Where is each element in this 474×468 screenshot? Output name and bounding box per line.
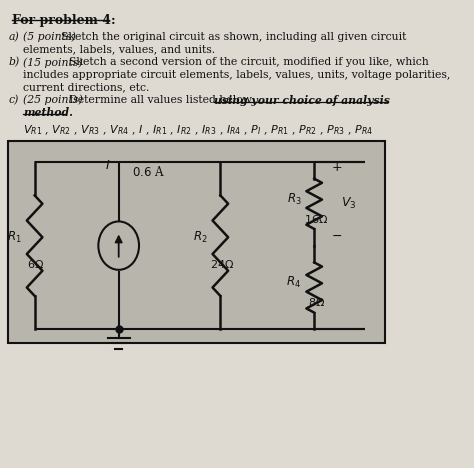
Text: method.: method. (23, 108, 73, 118)
Text: includes appropriate circuit elements, labels, values, units, voltage polarities: includes appropriate circuit elements, l… (23, 70, 450, 80)
Text: $16\Omega$: $16\Omega$ (304, 212, 328, 225)
Text: $R_1$: $R_1$ (7, 230, 22, 245)
Text: $R_2$: $R_2$ (193, 230, 207, 245)
Text: $I$: $I$ (105, 159, 110, 172)
Text: b): b) (9, 57, 20, 67)
Text: $0.6$ A: $0.6$ A (131, 165, 164, 179)
Text: Determine all values listed below: Determine all values listed below (69, 95, 252, 105)
Text: $6\Omega$: $6\Omega$ (27, 258, 44, 270)
Text: current directions, etc.: current directions, etc. (23, 82, 149, 92)
Text: $V_3$: $V_3$ (341, 196, 356, 212)
Text: $R_4$: $R_4$ (286, 275, 301, 291)
Text: using your choice of analysis: using your choice of analysis (214, 95, 391, 106)
Text: elements, labels, values, and units.: elements, labels, values, and units. (23, 44, 215, 54)
Text: (5 points): (5 points) (23, 32, 76, 42)
Text: a): a) (9, 32, 19, 42)
Text: $V_{R1}$ , $V_{R2}$ , $V_{R3}$ , $V_{R4}$ , $I$ , $I_{R1}$ , $I_{R2}$ , $I_{R3}$: $V_{R1}$ , $V_{R2}$ , $V_{R3}$ , $V_{R4}… (23, 123, 373, 137)
Text: Sketch a second version of the circuit, modified if you like, which: Sketch a second version of the circuit, … (69, 57, 428, 67)
Text: Sketch the original circuit as shown, including all given circuit: Sketch the original circuit as shown, in… (61, 32, 406, 42)
FancyBboxPatch shape (9, 141, 385, 344)
Text: c): c) (9, 95, 19, 105)
Text: $-$: $-$ (331, 229, 342, 242)
Text: (25 points): (25 points) (23, 95, 82, 105)
Text: (15 points): (15 points) (23, 57, 82, 68)
Text: $24\Omega$: $24\Omega$ (210, 258, 234, 270)
Text: $+$: $+$ (331, 161, 343, 174)
Text: For problem 4:: For problem 4: (12, 15, 116, 28)
Text: $R_3$: $R_3$ (286, 191, 301, 207)
Text: $8\Omega$: $8\Omega$ (308, 296, 325, 308)
